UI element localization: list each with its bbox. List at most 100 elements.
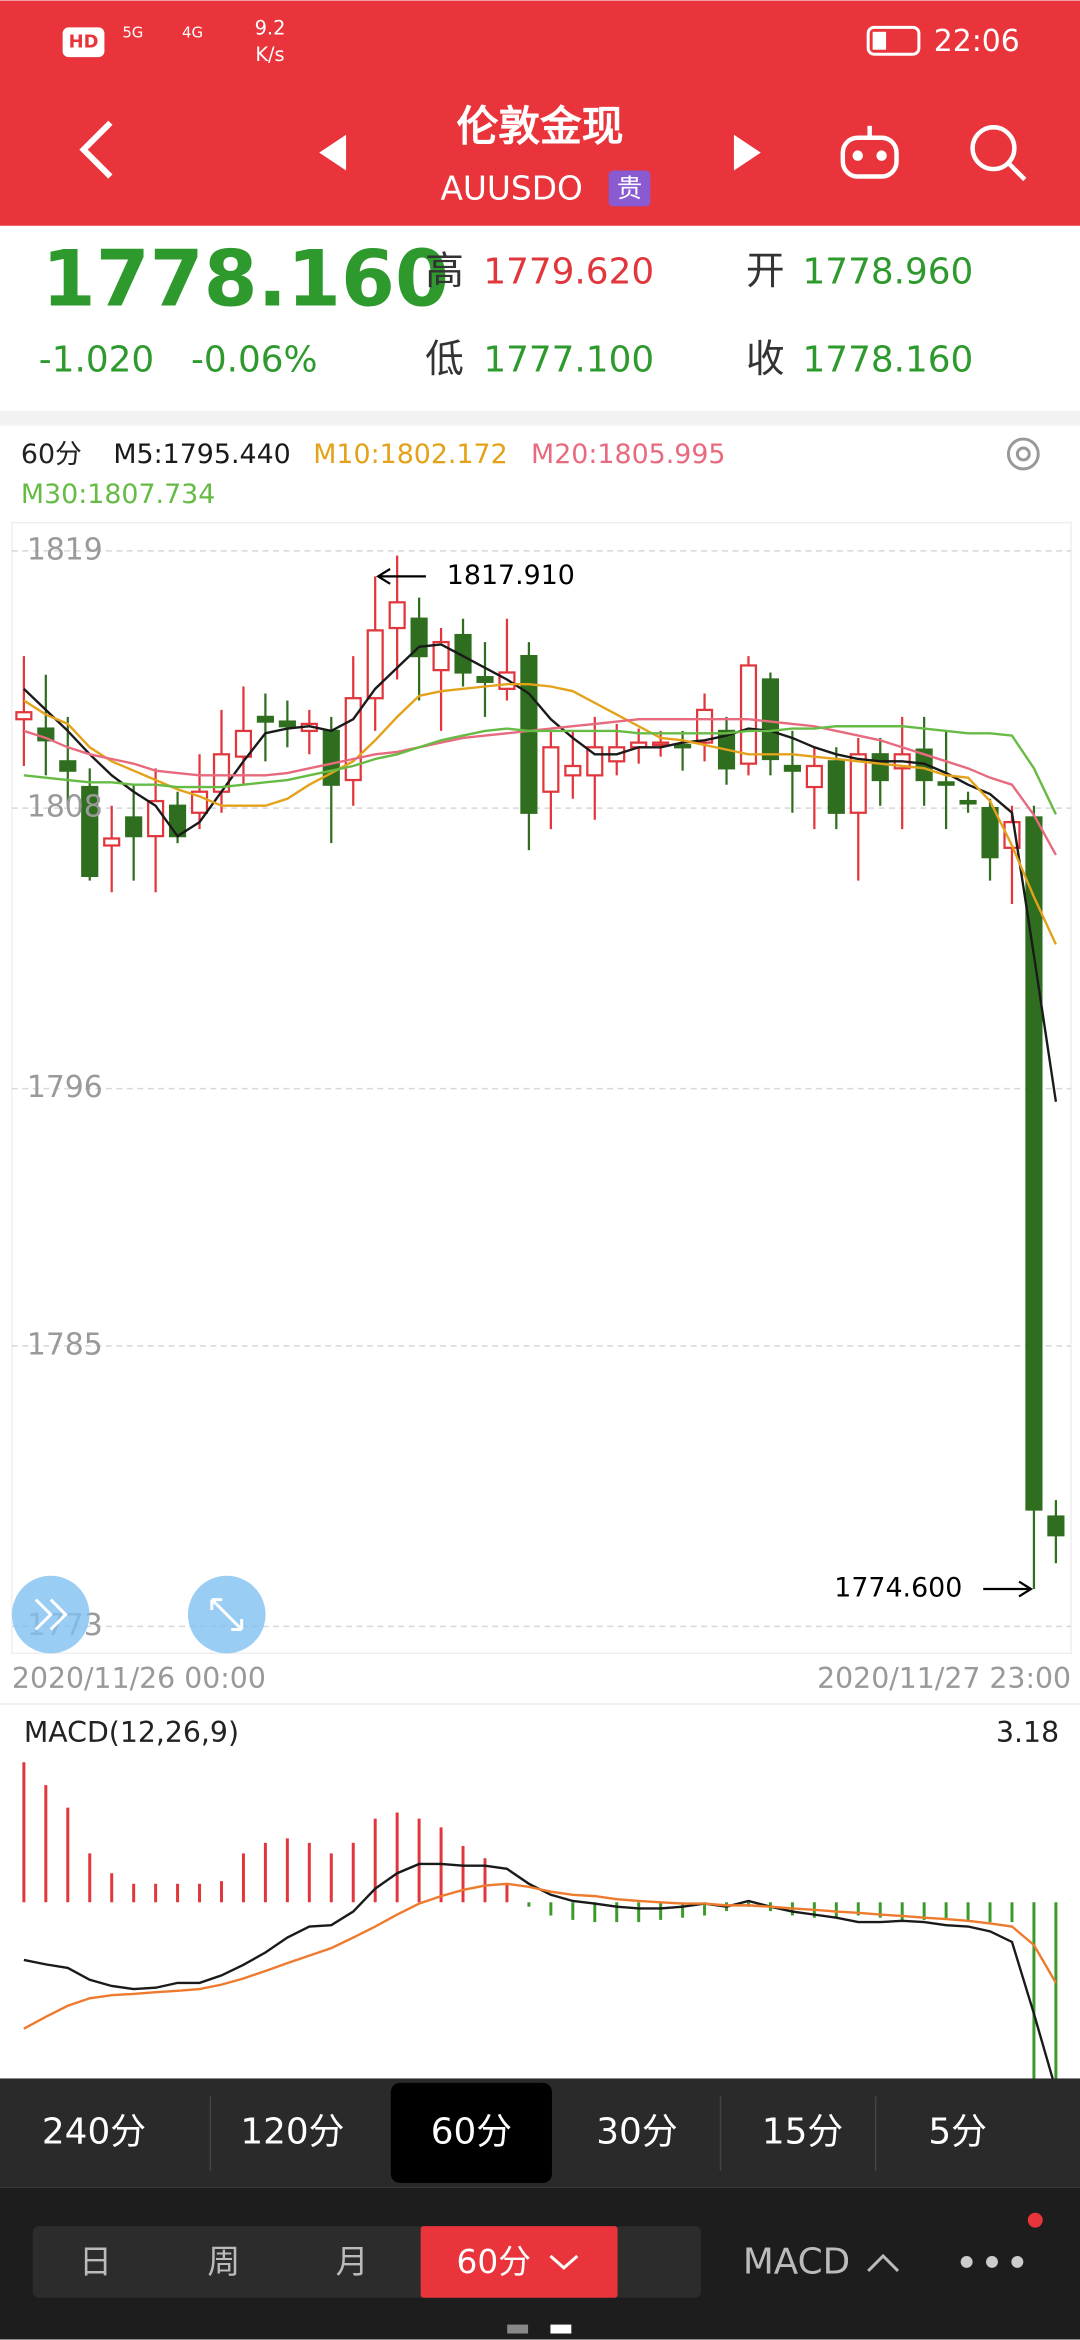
candle-body — [432, 640, 450, 672]
collapse-icon — [34, 1598, 68, 1631]
app-header — [0, 0, 1080, 226]
period-button[interactable]: 周 — [207, 2243, 240, 2281]
candle-body — [454, 633, 472, 674]
search-button[interactable] — [970, 125, 1027, 182]
network-label: 5G — [122, 23, 143, 41]
fullscreen-icon — [210, 1598, 244, 1631]
legend-entry: M20:1805.995 — [531, 439, 725, 470]
candle-body — [652, 741, 670, 747]
y-tick-label: 1808 — [27, 790, 103, 825]
close-label: 收 — [746, 337, 785, 382]
period-label: 60分 — [21, 439, 82, 470]
more-button[interactable] — [960, 2255, 1024, 2268]
net-speed-unit: K/s — [255, 43, 284, 66]
price-change: -1.020 — [39, 339, 154, 380]
high-value: 1779.620 — [483, 251, 654, 292]
candle-body — [256, 715, 274, 723]
hd-label: HD — [69, 31, 99, 52]
high-label: 高 — [425, 249, 464, 294]
candle-body — [827, 760, 845, 814]
candle-body — [59, 760, 77, 772]
candle-body — [959, 799, 977, 805]
y-tick-label: 1785 — [27, 1327, 103, 1362]
prev-button[interactable] — [319, 134, 347, 171]
candle-body — [388, 601, 406, 630]
y-tick-label: 1819 — [27, 532, 103, 567]
candle-body — [761, 678, 780, 761]
open-label: 开 — [746, 249, 785, 294]
period-button[interactable]: 日 — [79, 2243, 112, 2281]
period-tab[interactable]: 60分 — [431, 2112, 512, 2153]
divider — [0, 410, 1080, 426]
candle-body — [520, 654, 538, 814]
candle-body — [542, 746, 560, 793]
period-dropdown[interactable] — [420, 2226, 618, 2298]
low-value: 1777.100 — [483, 339, 654, 380]
annotation-label: 1817.910 — [447, 560, 575, 591]
notification-dot — [1027, 2212, 1043, 2228]
candle-body — [1047, 1515, 1065, 1537]
hd-icon — [62, 27, 105, 58]
candle-body — [125, 816, 143, 838]
page-title: 伦敦金现 — [457, 101, 624, 150]
close-value: 1778.160 — [803, 339, 974, 380]
price-change-pct: -0.06% — [191, 339, 318, 380]
open-value: 1778.960 — [803, 251, 974, 292]
battery-icon — [866, 25, 921, 56]
moving-average-line — [23, 682, 1057, 945]
nav-indicator — [507, 2324, 529, 2334]
candle-body — [103, 837, 121, 847]
network-label: 4G — [182, 23, 203, 41]
period-tab[interactable]: 240分 — [42, 2112, 146, 2153]
candle-body — [695, 708, 714, 744]
candle-body — [981, 806, 999, 859]
period-button[interactable]: 月 — [336, 2243, 369, 2281]
candle-body — [278, 720, 296, 728]
moving-average-line — [23, 725, 1057, 815]
badge: 贵 — [617, 173, 642, 203]
candle-body — [81, 785, 99, 878]
legend-entry: M5:1795.440 — [113, 439, 290, 470]
robot-button[interactable] — [840, 125, 899, 179]
candle-body — [15, 711, 33, 721]
candle-body — [476, 676, 494, 683]
nav-indicator — [550, 2324, 572, 2334]
candle-body — [739, 664, 758, 765]
annotation-arrow — [376, 567, 426, 585]
annotation-label: 1774.600 — [834, 1573, 962, 1604]
candle-body — [564, 764, 582, 777]
battery-level — [872, 31, 887, 50]
period-tab[interactable]: 5分 — [928, 2112, 987, 2153]
chevron-icon — [549, 2254, 579, 2270]
dea-line — [23, 1882, 1057, 2030]
indicator-button[interactable]: MACD — [743, 2241, 850, 2282]
y-tick-label: 1796 — [27, 1070, 103, 1105]
annotation-arrow — [983, 1580, 1034, 1598]
caret-icon — [867, 2253, 900, 2272]
candle-body — [849, 753, 867, 814]
candle-body — [366, 629, 384, 700]
candle-body — [871, 753, 889, 782]
candle-body — [234, 729, 253, 758]
legend-entry: M30:1807.734 — [21, 479, 215, 510]
candle-body — [805, 764, 823, 789]
last-price: 1778.160 — [42, 234, 449, 324]
legend-entry: M10:1802.172 — [313, 439, 507, 470]
period-tab[interactable]: 15分 — [762, 2112, 843, 2153]
period-tab-selected — [390, 2082, 552, 2183]
period-dropdown-label[interactable]: 60分 — [456, 2243, 531, 2281]
period-tab[interactable]: 30分 — [596, 2112, 677, 2153]
instrument-code: AUUSDO — [440, 169, 582, 207]
candle-body — [937, 781, 955, 786]
x-axis-label: 2020/11/26 00:00 — [12, 1662, 266, 1695]
clock: 22:06 — [934, 24, 1020, 59]
back-button[interactable] — [79, 120, 113, 179]
period-tab[interactable]: 120分 — [240, 2112, 344, 2153]
next-button[interactable] — [733, 134, 761, 171]
candle-body — [783, 764, 801, 772]
settings-button[interactable] — [1006, 437, 1040, 471]
candle-body — [674, 743, 692, 749]
y-tick-label: 3.18 — [996, 1716, 1059, 1749]
